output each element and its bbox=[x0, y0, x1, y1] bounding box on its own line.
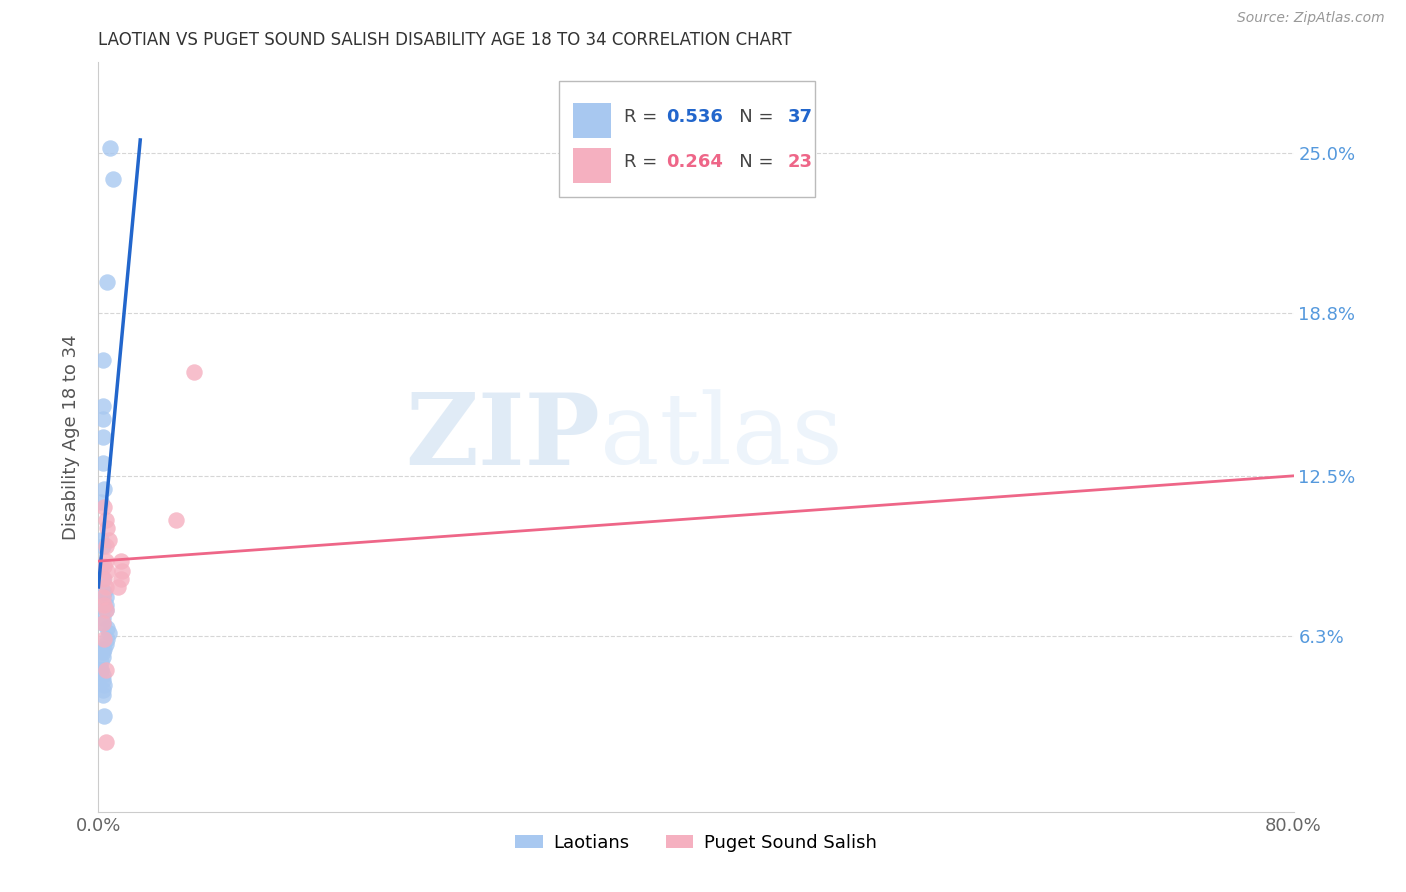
Point bbox=[94, 539, 117, 553]
Y-axis label: Disability Age 18 to 34: Disability Age 18 to 34 bbox=[62, 334, 80, 540]
Point bbox=[98, 141, 122, 155]
Point bbox=[93, 572, 115, 586]
Point bbox=[94, 603, 117, 617]
Point bbox=[94, 554, 117, 568]
Point bbox=[91, 572, 114, 586]
Point bbox=[93, 585, 115, 599]
FancyBboxPatch shape bbox=[572, 148, 612, 183]
Point bbox=[165, 513, 187, 527]
Point bbox=[97, 626, 120, 640]
Point bbox=[93, 559, 115, 574]
Point bbox=[91, 399, 114, 413]
Point bbox=[91, 412, 114, 426]
Point bbox=[93, 482, 115, 496]
Point bbox=[96, 275, 118, 289]
Text: Source: ZipAtlas.com: Source: ZipAtlas.com bbox=[1237, 11, 1385, 25]
FancyBboxPatch shape bbox=[558, 81, 815, 197]
Point bbox=[93, 709, 115, 723]
Point bbox=[93, 678, 115, 692]
Point bbox=[93, 500, 115, 514]
Text: 23: 23 bbox=[787, 153, 813, 171]
Point bbox=[91, 616, 114, 631]
Text: LAOTIAN VS PUGET SOUND SALISH DISABILITY AGE 18 TO 34 CORRELATION CHART: LAOTIAN VS PUGET SOUND SALISH DISABILITY… bbox=[98, 31, 792, 49]
Point bbox=[93, 642, 115, 657]
Point bbox=[94, 603, 117, 617]
Point bbox=[93, 598, 115, 612]
Text: N =: N = bbox=[723, 153, 779, 171]
Text: 0.536: 0.536 bbox=[666, 108, 723, 126]
Point bbox=[91, 591, 114, 605]
Text: ZIP: ZIP bbox=[405, 389, 600, 485]
Text: N =: N = bbox=[723, 108, 779, 126]
Point bbox=[90, 655, 112, 669]
Point bbox=[91, 667, 114, 681]
Point bbox=[91, 616, 114, 631]
Point bbox=[91, 649, 114, 664]
Point bbox=[94, 591, 117, 605]
Point bbox=[90, 533, 112, 548]
Point bbox=[110, 554, 132, 568]
Point bbox=[97, 533, 120, 548]
Text: R =: R = bbox=[624, 108, 664, 126]
Point bbox=[96, 565, 118, 579]
Point bbox=[91, 456, 114, 470]
Point bbox=[90, 663, 112, 677]
Point bbox=[91, 689, 114, 703]
Point bbox=[91, 683, 114, 698]
Point bbox=[91, 539, 114, 553]
Point bbox=[91, 352, 114, 367]
Point bbox=[93, 585, 115, 599]
Point bbox=[94, 637, 117, 651]
Point bbox=[96, 632, 118, 646]
Point bbox=[91, 611, 114, 625]
Point bbox=[94, 513, 117, 527]
Point bbox=[94, 598, 117, 612]
Text: atlas: atlas bbox=[600, 389, 844, 485]
Text: 0.264: 0.264 bbox=[666, 153, 723, 171]
Point bbox=[110, 572, 132, 586]
Point bbox=[107, 580, 129, 594]
Point bbox=[94, 735, 117, 749]
Point bbox=[91, 430, 114, 444]
Point bbox=[93, 632, 115, 646]
Legend: Laotians, Puget Sound Salish: Laotians, Puget Sound Salish bbox=[509, 827, 883, 859]
Point bbox=[91, 644, 114, 658]
Point bbox=[94, 580, 117, 594]
Point bbox=[96, 520, 118, 534]
Point bbox=[103, 171, 125, 186]
Point bbox=[183, 366, 205, 380]
Point bbox=[111, 565, 134, 579]
Point bbox=[90, 559, 112, 574]
Point bbox=[90, 663, 112, 677]
FancyBboxPatch shape bbox=[572, 103, 612, 137]
Point bbox=[94, 663, 117, 677]
Point bbox=[91, 673, 114, 687]
Point bbox=[90, 494, 112, 508]
Text: 37: 37 bbox=[787, 108, 813, 126]
Point bbox=[96, 621, 118, 635]
Text: R =: R = bbox=[624, 153, 664, 171]
